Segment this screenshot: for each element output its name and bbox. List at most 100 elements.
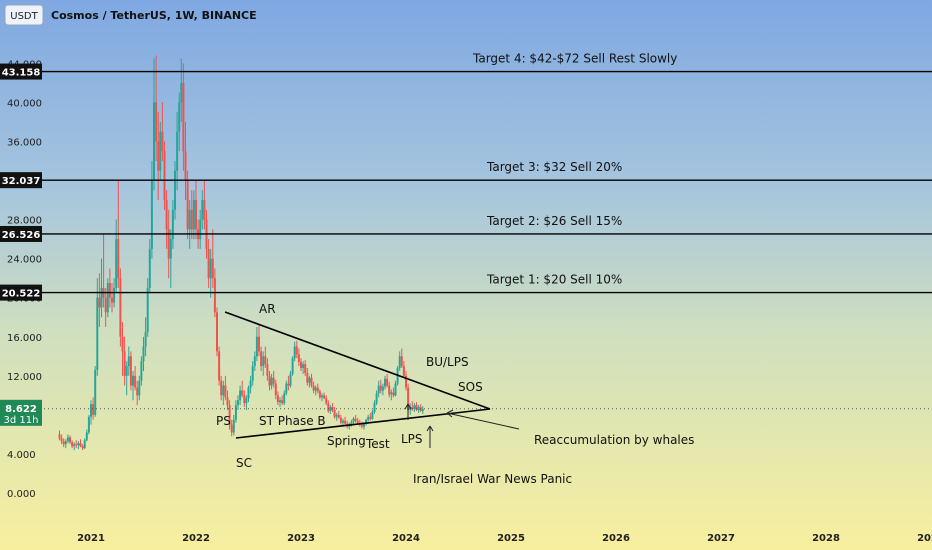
target-level-price: 26.526 — [2, 230, 41, 241]
candle-body — [140, 361, 143, 381]
candle-body — [363, 423, 365, 427]
candle-body — [119, 278, 122, 337]
candle-body — [184, 151, 187, 181]
candle-body — [291, 358, 294, 374]
candle-body — [304, 364, 307, 373]
candle-body — [163, 151, 166, 201]
candle-body — [285, 383, 288, 394]
currency-badge-label: USDT — [10, 11, 38, 22]
candle-body — [209, 258, 212, 279]
candle-body — [58, 434, 61, 439]
candle-body — [329, 407, 332, 411]
x-tick-label: 2026 — [602, 533, 630, 544]
arrows — [404, 403, 520, 448]
candle-body — [390, 392, 393, 395]
candle-body — [167, 229, 170, 259]
candle-body — [417, 407, 420, 410]
candle-body — [121, 336, 124, 352]
candle-body — [224, 385, 227, 398]
y-tick-label: 28.000 — [7, 216, 42, 227]
candle-body — [155, 102, 158, 142]
x-tick-label: 2028 — [812, 533, 840, 544]
candle-body — [171, 209, 174, 240]
candle-body — [203, 200, 206, 220]
y-tick-label: 40.000 — [7, 98, 42, 109]
candle-body — [264, 356, 267, 365]
candle-body — [279, 400, 281, 403]
candle-body — [144, 331, 147, 347]
candle-body — [318, 391, 321, 398]
candle-body — [373, 403, 376, 412]
candle-body — [247, 387, 250, 399]
candle-body — [90, 404, 92, 417]
candle-body — [375, 393, 378, 404]
candle-body — [337, 414, 340, 418]
candle-body — [211, 258, 214, 279]
candle-body — [125, 366, 128, 376]
candle-body — [270, 377, 273, 386]
ann-reacc: Reaccumulation by whales — [534, 433, 694, 447]
candle-body — [321, 395, 323, 398]
y-tick-label: 0.000 — [7, 489, 36, 500]
candle-body — [60, 438, 63, 442]
candle-body — [306, 372, 309, 383]
current-price-value: 8.622 — [5, 404, 37, 415]
candle-body — [335, 414, 338, 417]
target-level-text: Target 2: $26 Sell 15% — [486, 214, 622, 228]
candle-body — [325, 398, 328, 404]
target-level-text: Target 4: $42-$72 Sell Rest Slowly — [472, 52, 677, 66]
candle-body — [333, 409, 336, 417]
candle-body — [226, 397, 229, 406]
chart-title: Cosmos / TetherUS, 1W, BINANCE — [51, 9, 257, 22]
candle-body — [230, 424, 233, 433]
candle-body — [354, 418, 357, 421]
chart-header: USDT Cosmos / TetherUS, 1W, BINANCE — [4, 4, 257, 26]
candle-body — [115, 239, 118, 288]
candle-body — [220, 380, 223, 396]
candle-body — [407, 387, 410, 410]
ann-lps: LPS — [401, 432, 423, 446]
candle-body — [81, 446, 84, 449]
candle-body — [327, 403, 330, 411]
candle-body — [405, 375, 407, 388]
candle-body — [241, 390, 244, 396]
candle-body — [369, 416, 372, 419]
target-level-badge — [0, 172, 42, 189]
candle-body — [260, 351, 263, 367]
target-level-price: 43.158 — [2, 68, 41, 79]
candle-body — [104, 297, 107, 313]
candle-body — [253, 356, 256, 367]
candle-body — [186, 180, 189, 230]
candle-body — [400, 356, 403, 367]
candle-body — [165, 200, 168, 230]
candle-body — [218, 351, 221, 381]
ann-ar: AR — [259, 302, 276, 316]
candle-body — [69, 437, 71, 443]
candle-body — [339, 417, 342, 423]
currency-badge[interactable] — [4, 4, 44, 26]
candle-body — [293, 346, 296, 359]
target-level-badge — [0, 225, 42, 242]
candle-body — [134, 375, 137, 388]
candle-body — [421, 409, 424, 411]
ann-sos: SOS — [458, 380, 483, 394]
y-tick-label: 16.000 — [7, 333, 42, 344]
ann-spring: Spring — [327, 434, 366, 448]
target-level-price: 32.037 — [2, 176, 41, 187]
candle-body — [213, 278, 216, 313]
x-tick-label: 2025 — [497, 533, 525, 544]
candles — [58, 55, 424, 451]
candle-body — [83, 440, 86, 449]
x-tick-label: 2022 — [182, 533, 210, 544]
candle-body — [66, 437, 69, 442]
candle-body — [398, 356, 401, 369]
target-levels: 43.158 Target 4: $42-$72 Sell Rest Slowly… — [0, 52, 932, 301]
candle-body — [161, 131, 164, 152]
candle-body — [129, 356, 132, 386]
ann-iran: Iran/Israel War News Panic — [413, 472, 572, 486]
candle-body — [176, 131, 179, 171]
candle-body — [228, 405, 231, 425]
candle-body — [295, 346, 298, 355]
candle-body — [62, 441, 65, 445]
